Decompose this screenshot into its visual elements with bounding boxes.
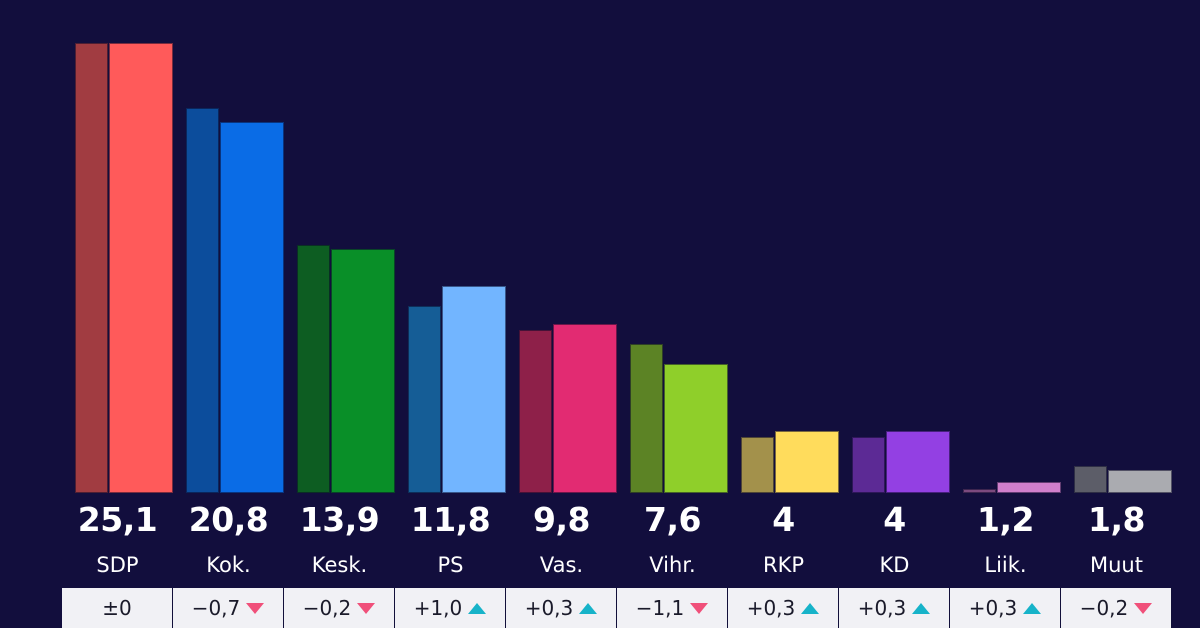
change-cell: −0,7 (173, 588, 284, 628)
party-name: Vihr. (649, 553, 696, 577)
change-value: +1,0 (413, 596, 463, 620)
current-support-bar (886, 431, 950, 493)
triangle-up-icon (579, 602, 598, 614)
party-column: 25,1 SDP ±0 (62, 0, 173, 628)
current-support-bar (775, 431, 839, 493)
change-value: +0,3 (524, 596, 574, 620)
triangle-down-icon (357, 602, 376, 614)
previous-result-bar (297, 245, 330, 493)
party-column: 13,9 Kesk. −0,2 (284, 0, 395, 628)
change-cell: +0,3 (950, 588, 1061, 628)
previous-result-bar (741, 437, 774, 493)
change-value: −0,7 (191, 596, 241, 620)
current-support-bar (1108, 470, 1172, 493)
party-column: 11,8 PS +1,0 (395, 0, 506, 628)
party-name: PS (437, 553, 464, 577)
change-value: +0,3 (968, 596, 1018, 620)
triangle-up-icon (1023, 602, 1042, 614)
triangle-up-icon (912, 602, 931, 614)
party-column: 1,2 Liik. +0,3 (950, 0, 1061, 628)
change-value: +0,3 (857, 596, 907, 620)
change-value: −0,2 (302, 596, 352, 620)
change-cell: −1,1 (617, 588, 728, 628)
previous-result-bar (186, 108, 219, 493)
party-name: SDP (96, 553, 139, 577)
support-value: 1,2 (977, 500, 1034, 539)
party-name: Kok. (206, 553, 251, 577)
party-column: 20,8 Kok. −0,7 (173, 0, 284, 628)
previous-result-bar (852, 437, 885, 493)
support-value: 7,6 (644, 500, 701, 539)
party-column: 9,8 Vas. +0,3 (506, 0, 617, 628)
current-support-bar (997, 482, 1061, 493)
support-value: 4 (772, 500, 795, 539)
triangle-up-icon (801, 602, 820, 614)
change-cell: −0,2 (1061, 588, 1172, 628)
previous-result-bar (1074, 466, 1107, 493)
support-value: 9,8 (533, 500, 590, 539)
triangle-up-icon (468, 602, 487, 614)
triangle-down-icon (690, 602, 709, 614)
party-name: Liik. (984, 553, 1027, 577)
party-column: 4 RKP +0,3 (728, 0, 839, 628)
change-cell: +0,3 (506, 588, 617, 628)
party-name: Muut (1090, 553, 1143, 577)
support-value: 13,9 (299, 500, 380, 539)
previous-result-bar (408, 306, 441, 493)
party-column: 4 KD +0,3 (839, 0, 950, 628)
current-support-bar (109, 43, 173, 493)
triangle-down-icon (246, 602, 265, 614)
party-name: Kesk. (311, 553, 368, 577)
support-value: 4 (883, 500, 906, 539)
triangle-down-icon (1134, 602, 1153, 614)
change-value: −1,1 (635, 596, 685, 620)
party-column: 1,8 Muut −0,2 (1061, 0, 1172, 628)
party-name: KD (879, 553, 910, 577)
support-value: 11,8 (410, 500, 491, 539)
party-name: Vas. (539, 553, 584, 577)
change-cell: +0,3 (839, 588, 950, 628)
current-support-bar (220, 122, 284, 493)
change-value: −0,2 (1079, 596, 1129, 620)
support-value: 1,8 (1088, 500, 1145, 539)
party-name: RKP (762, 553, 805, 577)
change-cell: ±0 (62, 588, 173, 628)
change-value: ±0 (102, 596, 132, 620)
change-cell: +1,0 (395, 588, 506, 628)
change-cell: +0,3 (728, 588, 839, 628)
previous-result-bar (963, 489, 996, 493)
party-column: 7,6 Vihr. −1,1 (617, 0, 728, 628)
previous-result-bar (630, 344, 663, 493)
previous-result-bar (519, 330, 552, 493)
previous-result-bar (75, 43, 108, 493)
current-support-bar (553, 324, 617, 493)
current-support-bar (664, 364, 728, 493)
support-value: 25,1 (77, 500, 158, 539)
support-value: 20,8 (188, 500, 269, 539)
change-cell: −0,2 (284, 588, 395, 628)
change-value: +0,3 (746, 596, 796, 620)
current-support-bar (331, 249, 395, 493)
current-support-bar (442, 286, 506, 493)
